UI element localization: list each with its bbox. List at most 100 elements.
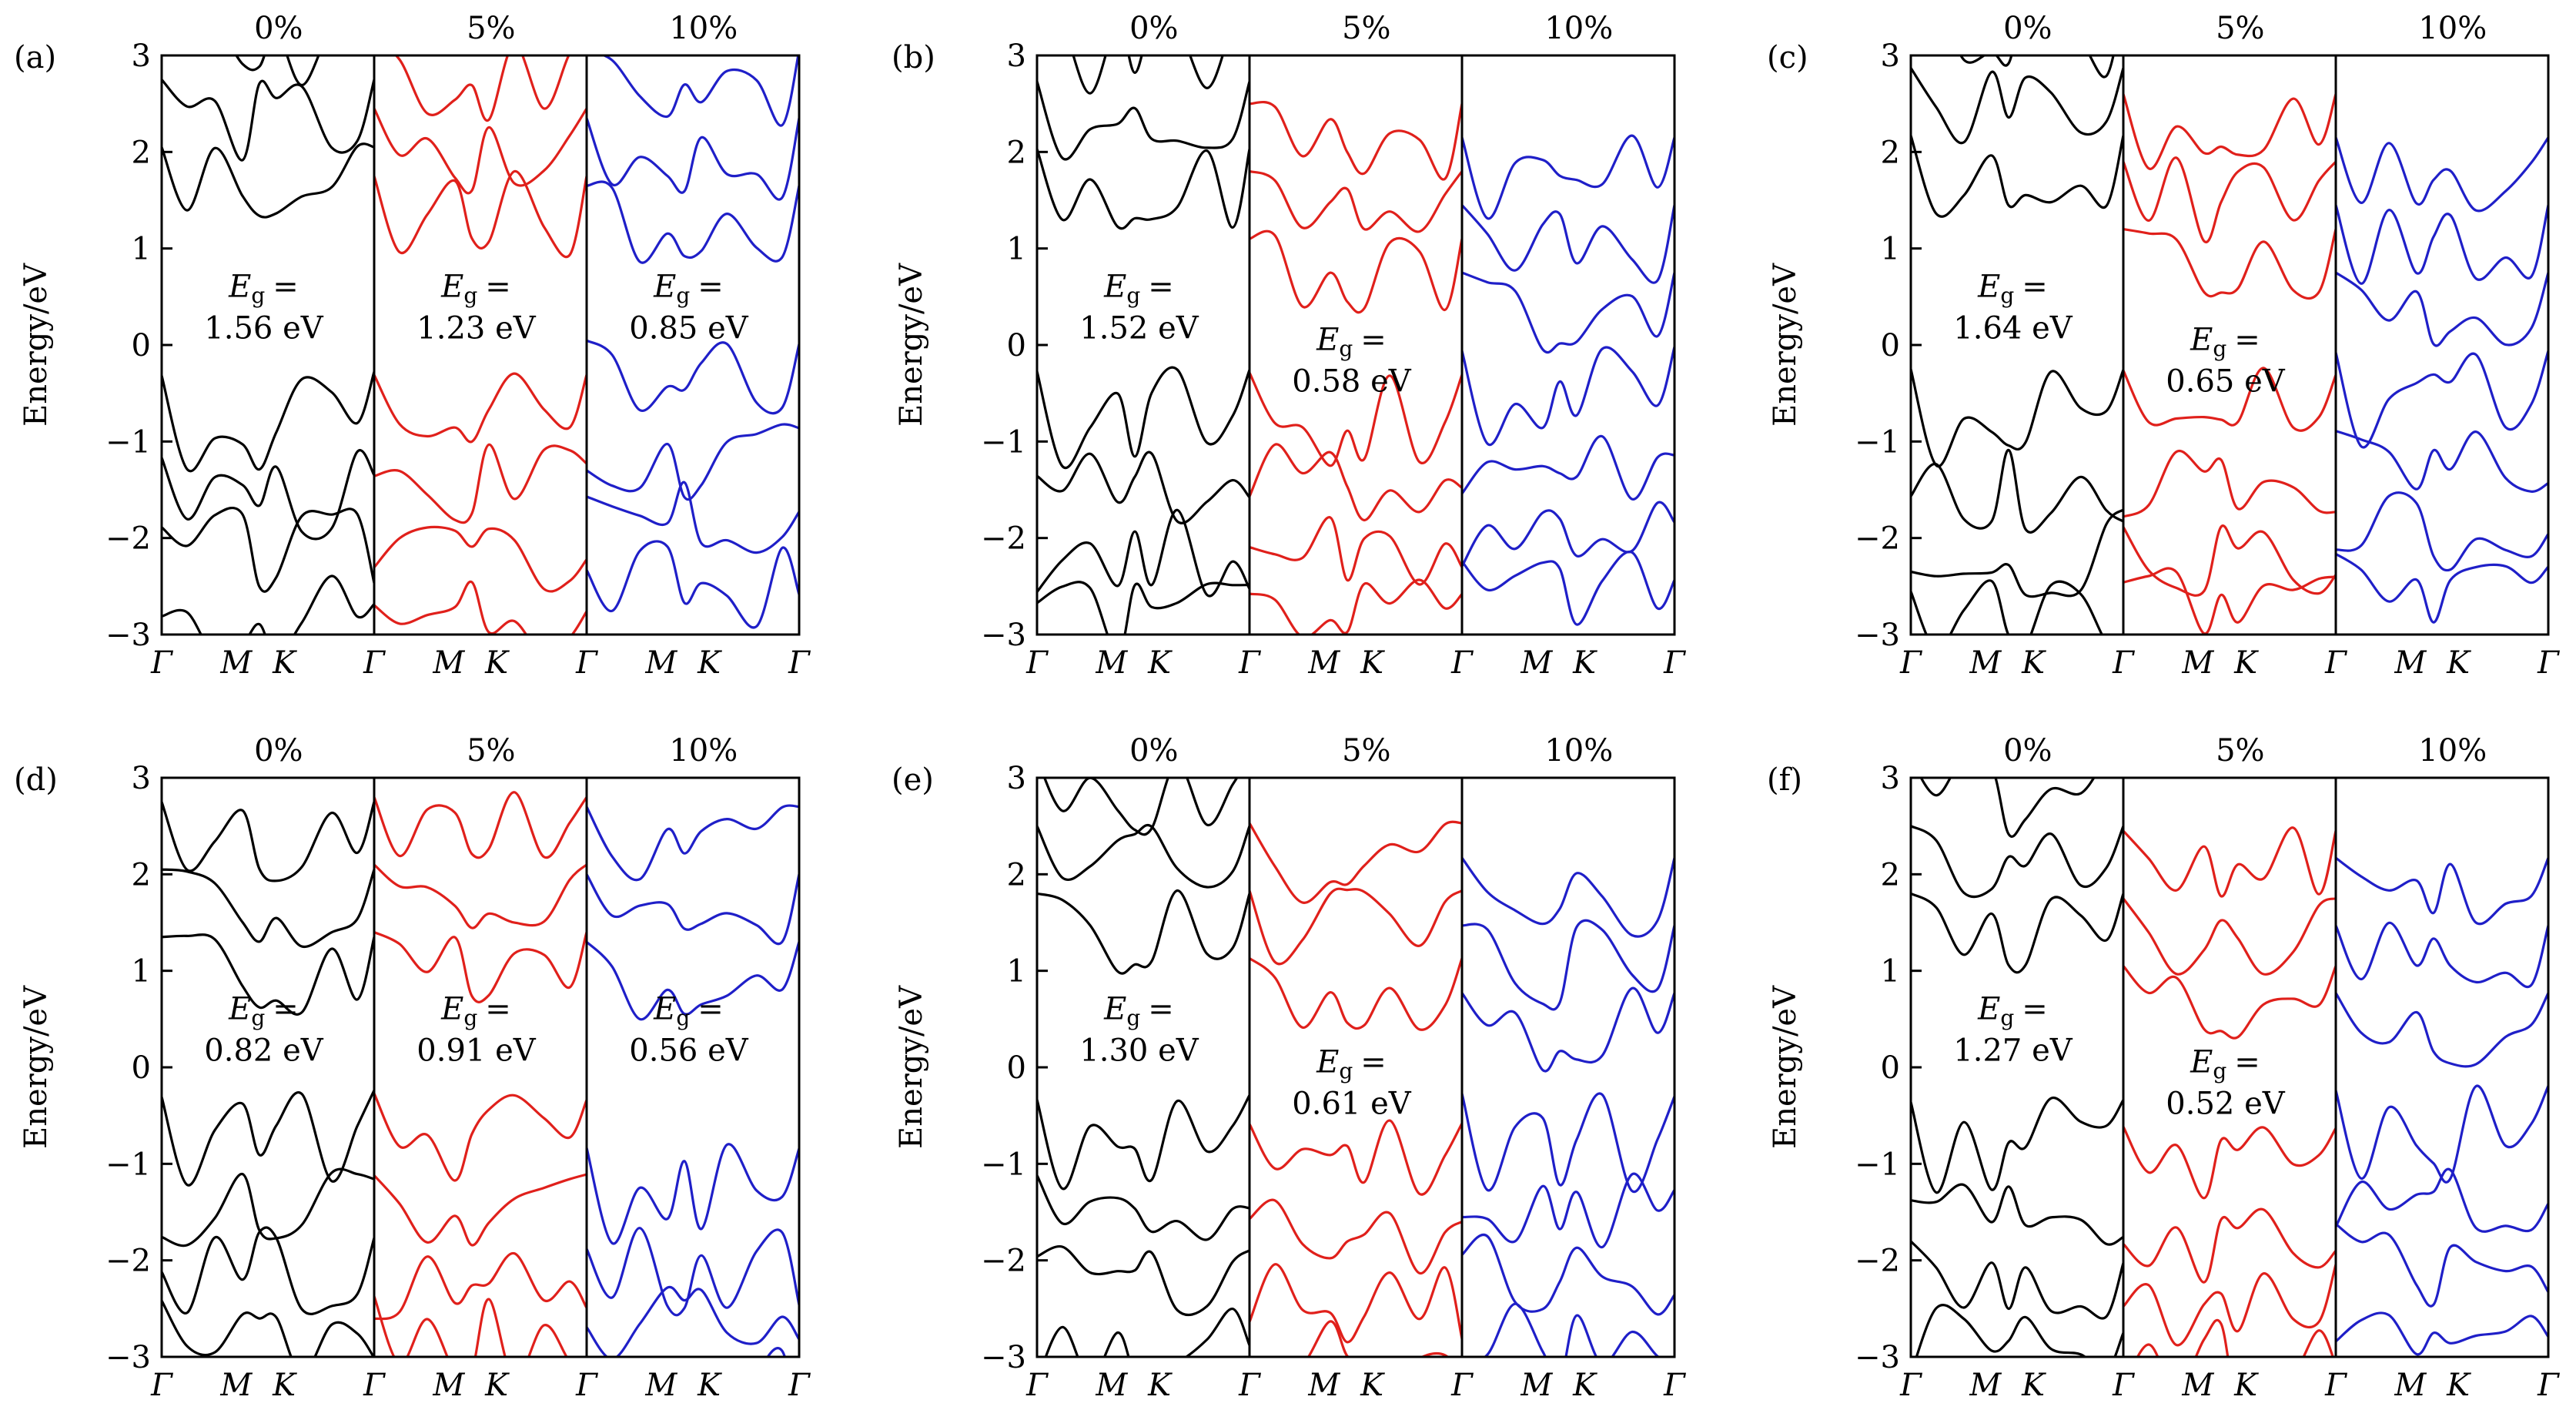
band-5pct-5 [1249,516,1464,586]
band-10pct-3 [586,339,799,415]
band-10pct-2 [601,55,799,127]
band-10pct-5 [1460,501,1674,568]
gap-symbol: Eg = [1103,269,1174,308]
band-0pct-3 [1037,1094,1251,1191]
strain-label: 10% [669,733,738,769]
gap-value: 0.85 eV [629,310,748,346]
band-5pct-1 [2122,156,2337,243]
band-5pct-6 [373,580,588,635]
k-label: Γ [150,645,173,681]
band-0pct-4 [162,449,376,541]
strain-label: 5% [467,11,515,46]
gap-value: 0.61 eV [1292,1086,1411,1121]
k-label: Γ [1025,645,1049,681]
band-10pct-4 [585,1227,799,1317]
band-10pct-6 [2334,1311,2548,1356]
k-label: K [2233,1368,2259,1403]
y-axis-label: Energy/eV [1768,985,1803,1149]
bands [1037,55,1674,635]
panel-letter: (a) [14,40,56,75]
y-tick-label: 1 [1007,954,1026,990]
y-tick-label: −3 [981,1340,1026,1375]
y-tick-label: −3 [1855,1340,1900,1375]
strain-label: 0% [2003,11,2052,46]
k-label: K [697,1368,722,1403]
k-label: M [1969,645,2002,681]
band-0pct-5 [1037,508,1251,598]
band-5pct-3 [373,1093,588,1182]
k-label: K [1147,645,1173,681]
strain-label: 0% [1129,11,1178,46]
y-tick-label: 3 [132,761,151,796]
y-tick-label: 2 [1007,135,1026,170]
k-label: K [697,645,722,681]
panel-letter: (c) [1767,40,1808,75]
band-0pct-3 [1911,1097,2125,1194]
band-0pct-3 [1911,368,2125,468]
strain-label: 0% [254,11,303,46]
gap-value: 0.82 eV [204,1033,323,1068]
gap-value: 1.56 eV [204,310,323,346]
band-5pct-1 [1248,887,1463,966]
k-label: Γ [788,1368,811,1403]
band-0pct-1 [1037,81,1251,161]
band-10pct-0 [2335,271,2548,347]
band-10pct-1 [2334,921,2548,989]
y-tick-label: 2 [1007,857,1026,893]
k-label: M [1969,1368,2002,1403]
band-0pct-2 [1043,778,1239,836]
k-label: Γ [575,1368,598,1403]
band-10pct-5 [586,481,799,554]
band-10pct-1 [1460,204,1674,284]
k-label: Γ [1238,645,1261,681]
band-0pct-1 [162,79,376,162]
y-axis-label: Energy/eV [18,985,54,1149]
band-10pct-5 [585,1285,799,1357]
band-10pct-0 [2334,992,2548,1068]
gap-symbol: Eg = [1316,322,1387,361]
y-tick-label: −3 [105,1340,151,1375]
k-label: K [2021,645,2046,681]
band-10pct-3 [1460,1092,1674,1194]
y-tick-label: 0 [1007,328,1026,363]
band-0pct-3 [1037,366,1251,470]
band-5pct-5 [1248,1263,1464,1344]
k-label: Γ [1238,1368,1261,1403]
k-label: Γ [1899,645,1922,681]
band-10pct-0 [1460,986,1674,1073]
band-10pct-0 [1461,271,1674,354]
k-label: Γ [788,645,811,681]
k-label: Γ [1450,645,1474,681]
band-5pct-2 [1248,820,1463,904]
k-label: K [272,645,297,681]
band-0pct-2 [1959,55,2115,79]
band-5pct-2 [2122,93,2337,170]
gap-symbol: Eg = [1103,991,1174,1030]
k-label: K [1572,645,1597,681]
k-label: M [432,645,465,681]
panel-letter: (e) [892,762,934,798]
strain-label: 10% [1544,733,1613,769]
band-5pct-4 [2122,1207,2337,1284]
band-10pct-1 [1461,919,1674,1011]
y-tick-label: −1 [105,1147,151,1182]
k-label: Γ [150,1368,173,1403]
k-label: M [1307,645,1340,681]
band-5pct-0 [2123,228,2337,300]
k-label: K [1360,645,1385,681]
gap-value: 0.91 eV [417,1033,536,1068]
y-tick-label: 2 [1881,857,1900,893]
band-5pct-4 [373,443,588,524]
bands [162,791,799,1357]
strain-label: 5% [467,733,515,769]
band-10pct-4 [1460,435,1674,501]
band-10pct-1 [585,117,799,201]
band-5pct-5 [373,525,588,593]
strain-label: 5% [1342,11,1390,46]
band-0pct-2 [162,801,376,883]
band-0pct-1 [1911,67,2125,145]
k-label: M [1095,645,1128,681]
y-tick-label: −2 [1855,1244,1900,1279]
